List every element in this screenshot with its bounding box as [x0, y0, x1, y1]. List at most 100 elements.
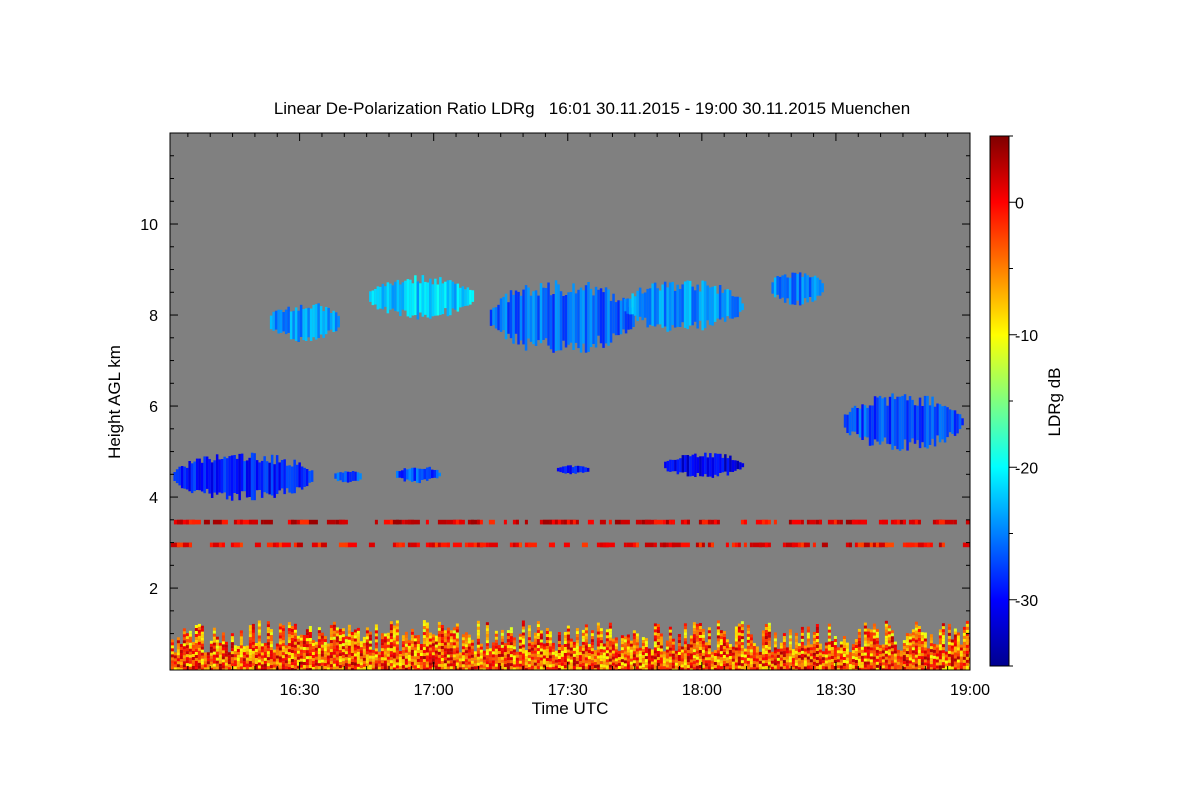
heatmap-cell [323, 657, 327, 661]
heatmap-cell [800, 659, 804, 663]
heatmap-cell [584, 636, 588, 640]
heatmap-cell [319, 306, 323, 335]
heatmap-cell [956, 653, 960, 657]
heatmap-cell [173, 667, 177, 670]
heatmap-cell [398, 542, 402, 548]
heatmap-cell [170, 666, 174, 670]
heatmap-cell [617, 654, 621, 657]
heatmap-cell [737, 641, 741, 645]
heatmap-cell [770, 657, 774, 661]
heatmap-cell [698, 641, 702, 644]
heatmap-cell [368, 661, 372, 665]
heatmap-cell [449, 666, 453, 670]
heatmap-cell [563, 635, 567, 638]
heatmap-cell [212, 519, 222, 525]
heatmap-cell [941, 656, 945, 660]
heatmap-cell [434, 635, 438, 639]
heatmap-cell [542, 667, 546, 670]
heatmap-cell [479, 649, 483, 653]
heatmap-cell [536, 633, 540, 637]
heatmap-cell [653, 542, 657, 548]
heatmap-cell [464, 665, 468, 669]
heatmap-cell [626, 652, 630, 656]
heatmap-cell [551, 542, 555, 548]
heatmap-cell [666, 460, 670, 472]
heatmap-cell [943, 405, 947, 443]
heatmap-cell [782, 651, 786, 655]
heatmap-cell [221, 519, 228, 525]
heatmap-cell [902, 667, 906, 670]
heatmap-cell [536, 666, 540, 670]
heatmap-cell [779, 651, 783, 655]
heatmap-cell [521, 650, 525, 654]
heatmap-cell [185, 660, 189, 664]
heatmap-cell [341, 631, 345, 635]
heatmap-cell [536, 639, 540, 643]
heatmap-cell [914, 648, 918, 652]
heatmap-cell [908, 542, 915, 548]
heatmap-cell [314, 653, 318, 657]
heatmap-cell [296, 668, 300, 670]
heatmap-cell [401, 662, 405, 666]
heatmap-cell [221, 542, 225, 548]
heatmap-cell [257, 638, 261, 642]
heatmap-cell [326, 646, 330, 650]
heatmap-cell [866, 634, 870, 638]
heatmap-cell [488, 666, 492, 670]
heatmap-cell [386, 653, 390, 657]
heatmap-cell [932, 664, 936, 668]
heatmap-cell [398, 663, 402, 666]
heatmap-cell [335, 642, 339, 646]
heatmap-cell [749, 658, 753, 662]
heatmap-cell [557, 656, 561, 659]
heatmap-cell [257, 653, 261, 657]
heatmap-cell [383, 654, 387, 658]
heatmap-cell [851, 644, 855, 648]
heatmap-cell [812, 652, 816, 656]
heatmap-cell [443, 651, 447, 655]
heatmap-cell [596, 661, 600, 665]
heatmap-cell [923, 650, 927, 654]
heatmap-cell [567, 292, 570, 345]
heatmap-cell [932, 649, 936, 653]
heatmap-cell [437, 636, 441, 640]
heatmap-cell [419, 653, 423, 656]
heatmap-cell [905, 663, 909, 667]
heatmap-cell [404, 652, 408, 656]
heatmap-cell [581, 650, 585, 654]
heatmap-cell [499, 298, 503, 332]
heatmap-cell [959, 665, 963, 669]
heatmap-cell [946, 407, 949, 438]
heatmap-cell [653, 632, 657, 636]
heatmap-cell [692, 667, 696, 670]
heatmap-cell [545, 658, 549, 661]
heatmap-cell [392, 646, 396, 650]
heatmap-cell [659, 651, 663, 655]
heatmap-cell [764, 657, 768, 660]
heatmap-cell [566, 664, 570, 668]
heatmap-cell [857, 667, 861, 670]
heatmap-cell [962, 659, 966, 663]
heatmap-cell [454, 283, 457, 310]
heatmap-cell [722, 664, 726, 667]
heatmap-cell [863, 637, 867, 641]
heatmap-cell [563, 668, 567, 670]
heatmap-cell [959, 644, 963, 648]
heatmap-cell [284, 651, 288, 655]
heatmap-cell [353, 653, 357, 657]
heatmap-cell [953, 655, 957, 659]
heatmap-cell [533, 641, 537, 645]
heatmap-cell [275, 455, 279, 494]
heatmap-cell [830, 665, 834, 668]
heatmap-cell [224, 662, 228, 666]
heatmap-cell [816, 277, 819, 296]
heatmap-cell [842, 639, 846, 642]
heatmap-cell [206, 655, 210, 659]
heatmap-cell [476, 644, 480, 648]
heatmap-cell [344, 663, 348, 667]
heatmap-cell [737, 629, 741, 633]
heatmap-cell [194, 625, 198, 628]
heatmap-cell [395, 668, 399, 670]
heatmap-cell [500, 647, 504, 651]
heatmap-cell [929, 646, 933, 650]
